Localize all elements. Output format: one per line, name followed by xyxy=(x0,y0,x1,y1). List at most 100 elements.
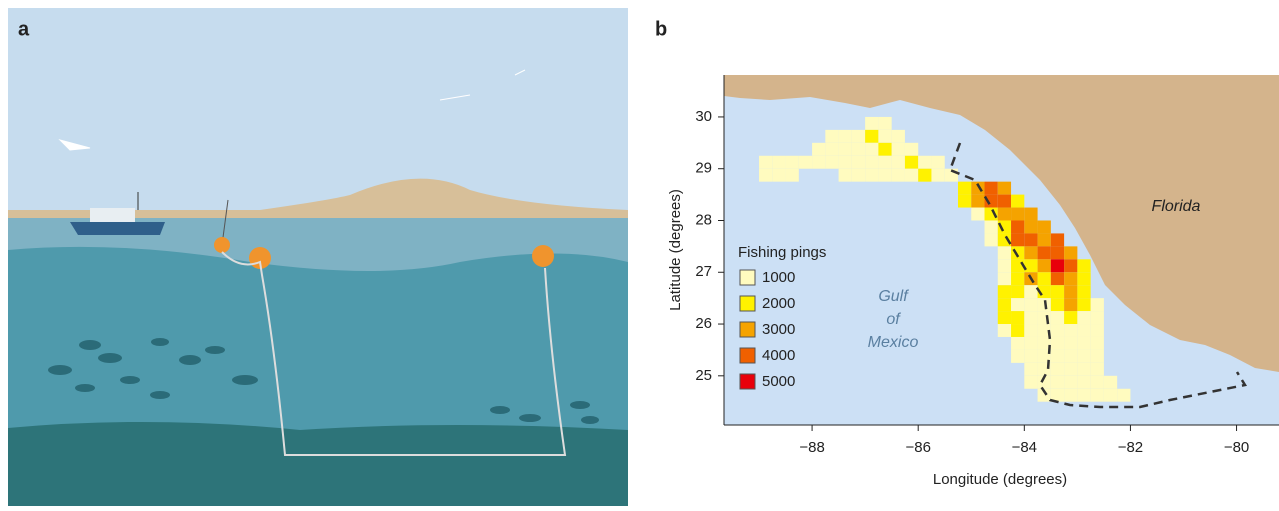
cell xyxy=(1077,389,1090,402)
cell xyxy=(852,143,865,156)
cell xyxy=(1024,324,1037,337)
cell xyxy=(1011,337,1024,350)
cell xyxy=(905,143,918,156)
cell xyxy=(1038,233,1051,246)
cell xyxy=(1091,376,1104,389)
y-tick-label: 28 xyxy=(695,211,712,228)
cell xyxy=(985,233,998,246)
cell xyxy=(1038,246,1051,259)
cell xyxy=(1051,324,1064,337)
cell xyxy=(1077,376,1090,389)
cell xyxy=(839,130,852,143)
cell xyxy=(839,169,852,182)
cell xyxy=(1024,285,1037,298)
legend-label: 4000 xyxy=(762,347,795,364)
x-axis-title: Longitude (degrees) xyxy=(933,471,1067,488)
cell xyxy=(1051,337,1064,350)
cell xyxy=(1011,285,1024,298)
legend-swatch xyxy=(740,322,755,337)
cell xyxy=(825,156,838,169)
legend-label: 2000 xyxy=(762,295,795,312)
cell xyxy=(1024,350,1037,363)
cell xyxy=(905,169,918,182)
cell xyxy=(759,156,772,169)
cell xyxy=(878,156,891,169)
cell xyxy=(852,130,865,143)
cell xyxy=(1077,350,1090,363)
cell xyxy=(1024,363,1037,376)
cell xyxy=(772,156,785,169)
figure: a b Longitude (degrees) Latitude (degree… xyxy=(0,0,1279,506)
cell xyxy=(878,130,891,143)
cell xyxy=(1038,259,1051,272)
cell xyxy=(1077,259,1090,272)
illustration xyxy=(8,8,628,506)
cell xyxy=(1064,285,1077,298)
cell xyxy=(892,130,905,143)
y-tick-label: 30 xyxy=(695,108,712,125)
cell xyxy=(1011,272,1024,285)
cell xyxy=(1024,246,1037,259)
legend-label: 5000 xyxy=(762,373,795,390)
cell xyxy=(1051,311,1064,324)
cell xyxy=(1051,259,1064,272)
cell xyxy=(1064,350,1077,363)
cell xyxy=(759,169,772,182)
legend-swatch xyxy=(740,348,755,363)
cell xyxy=(1064,324,1077,337)
cell xyxy=(1064,337,1077,350)
cell xyxy=(1064,389,1077,402)
cell xyxy=(1051,233,1064,246)
y-tick-label: 27 xyxy=(695,263,712,280)
cell xyxy=(1077,311,1090,324)
cell xyxy=(839,156,852,169)
cell xyxy=(878,117,891,130)
cell xyxy=(971,195,984,208)
cell xyxy=(998,246,1011,259)
cell xyxy=(998,208,1011,221)
cell xyxy=(1011,324,1024,337)
cell xyxy=(1011,195,1024,208)
annotation: of xyxy=(886,311,901,328)
annotation: Gulf xyxy=(878,288,909,305)
cell xyxy=(1011,233,1024,246)
cell xyxy=(852,169,865,182)
x-tick-label: −82 xyxy=(1118,439,1143,456)
cell xyxy=(931,169,944,182)
cell xyxy=(1091,311,1104,324)
cell xyxy=(958,182,971,195)
cell xyxy=(998,259,1011,272)
cell xyxy=(998,298,1011,311)
y-tick-label: 29 xyxy=(695,160,712,177)
cell xyxy=(1091,389,1104,402)
cell xyxy=(1091,298,1104,311)
cell xyxy=(1077,272,1090,285)
cell xyxy=(985,220,998,233)
cell xyxy=(1077,337,1090,350)
cell xyxy=(998,272,1011,285)
cell xyxy=(892,143,905,156)
cell xyxy=(958,195,971,208)
panel-label: a xyxy=(18,18,30,40)
cell xyxy=(998,324,1011,337)
cell xyxy=(1091,350,1104,363)
cell xyxy=(1091,363,1104,376)
cell xyxy=(1024,259,1037,272)
cell xyxy=(1024,208,1037,221)
legend-title: Fishing pings xyxy=(738,244,826,261)
cell xyxy=(839,143,852,156)
cell xyxy=(1011,311,1024,324)
cell xyxy=(1051,285,1064,298)
x-tick-label: −86 xyxy=(905,439,930,456)
cell xyxy=(1024,220,1037,233)
cell xyxy=(918,169,931,182)
cell xyxy=(931,156,944,169)
cell xyxy=(1051,272,1064,285)
cell xyxy=(1024,337,1037,350)
cell xyxy=(786,156,799,169)
y-tick-label: 25 xyxy=(695,367,712,384)
cell xyxy=(1064,272,1077,285)
cell xyxy=(1011,298,1024,311)
cell xyxy=(1024,298,1037,311)
cell xyxy=(1024,311,1037,324)
